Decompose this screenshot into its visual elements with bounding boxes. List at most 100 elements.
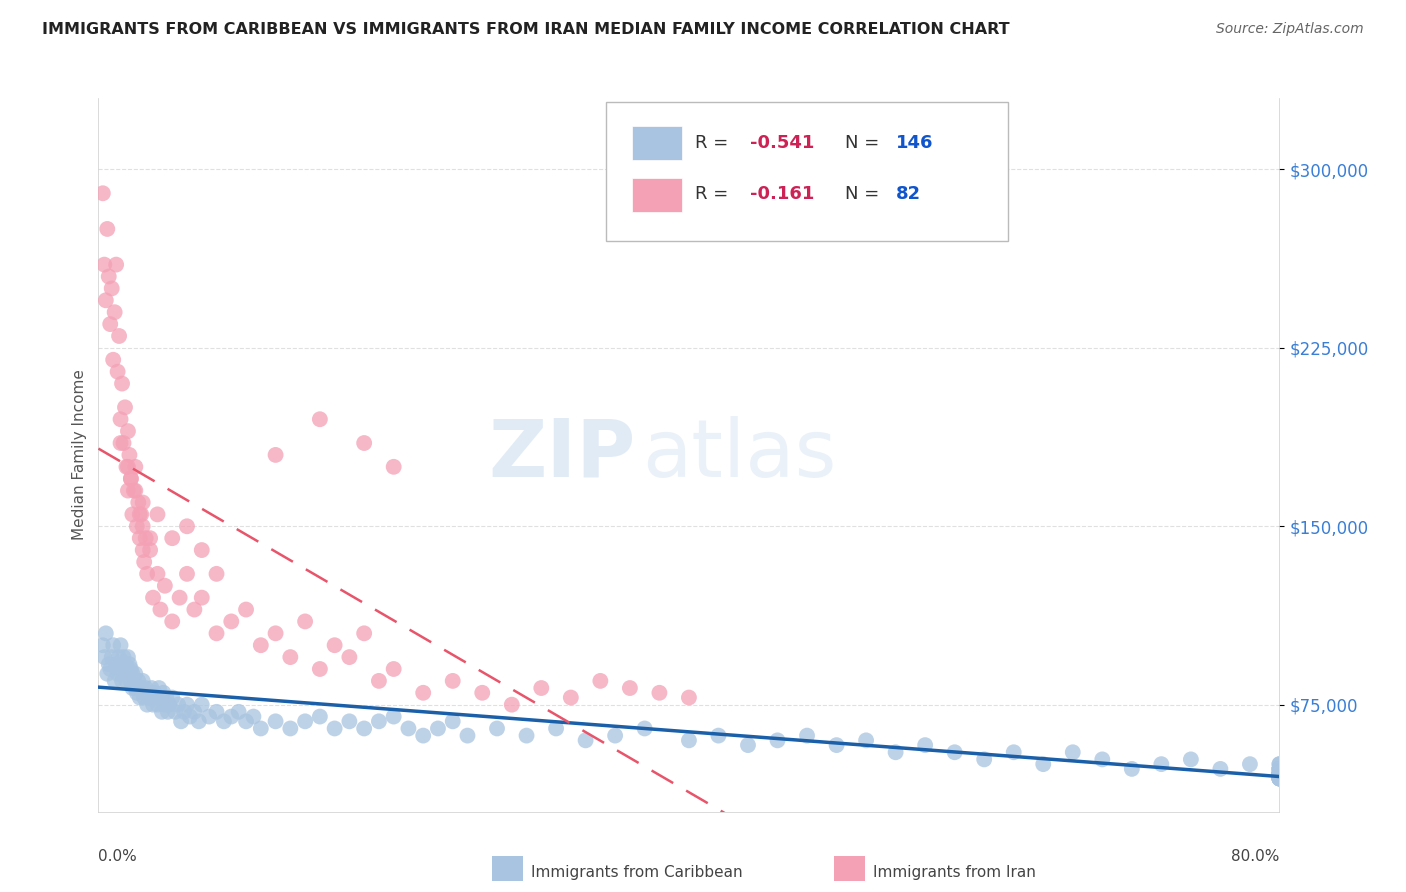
Point [129,508,152,522]
Point [294,615,316,629]
Point [107,666,129,681]
Point [264,626,287,640]
Point [127,495,149,509]
Point [153,698,176,712]
Point [914,738,936,752]
Point [1150,757,1173,772]
Point [142,698,165,712]
Point [1268,766,1291,780]
Point [100,650,122,665]
Point [187,714,209,729]
Point [191,698,214,712]
Point [117,459,139,474]
Point [120,662,142,676]
Point [110,412,132,426]
Point [129,681,152,695]
FancyBboxPatch shape [606,102,1008,241]
Point [589,673,612,688]
Text: 82: 82 [896,186,921,203]
Point [176,519,198,533]
Point [412,729,434,743]
Point [1268,762,1291,776]
Point [228,705,250,719]
Point [98,317,121,331]
Y-axis label: Median Family Income: Median Family Income [72,369,87,541]
Point [825,738,848,752]
Point [619,681,641,695]
Point [1268,772,1291,786]
Point [120,673,142,688]
Point [162,615,183,629]
Point [1268,772,1291,786]
Point [122,673,145,688]
Point [117,650,139,665]
Point [157,698,180,712]
Point [1268,766,1291,780]
Point [323,638,346,652]
Text: atlas: atlas [641,416,837,494]
Point [1121,762,1143,776]
Point [93,650,115,665]
Point [1268,766,1291,780]
Point [486,722,509,736]
Point [139,690,162,705]
Point [1268,769,1291,783]
Point [128,531,150,545]
Text: 0.0%: 0.0% [98,849,138,863]
Point [97,269,120,284]
Point [441,673,464,688]
Point [128,690,150,705]
Point [1268,769,1291,783]
Point [574,733,596,747]
Point [191,543,214,558]
Text: IMMIGRANTS FROM CARIBBEAN VS IMMIGRANTS FROM IRAN MEDIAN FAMILY INCOME CORRELATI: IMMIGRANTS FROM CARIBBEAN VS IMMIGRANTS … [42,22,1010,37]
Point [117,424,139,438]
Point [737,738,759,752]
Point [337,714,360,729]
Point [156,705,179,719]
Point [309,662,332,676]
Point [96,666,118,681]
Point [169,591,191,605]
Point [560,690,582,705]
Text: Immigrants from Caribbean: Immigrants from Caribbean [531,865,744,880]
Point [105,258,128,272]
Point [115,673,138,688]
Point [766,733,789,747]
Point [1268,772,1291,786]
Point [1268,766,1291,780]
Point [141,681,163,695]
Point [132,495,155,509]
Point [134,690,156,705]
Point [250,638,273,652]
Point [124,681,146,695]
Point [100,281,122,295]
Point [501,698,523,712]
Point [219,709,243,723]
Point [855,733,877,747]
Point [173,705,195,719]
Point [368,714,391,729]
Point [353,722,375,736]
Point [278,722,302,736]
Point [94,293,117,308]
Point [382,709,405,723]
Text: Source: ZipAtlas.com: Source: ZipAtlas.com [1216,22,1364,37]
Point [152,686,174,700]
Point [633,722,655,736]
Point [150,705,173,719]
Point [516,729,538,743]
Point [943,745,966,759]
Point [118,666,141,681]
Point [108,650,131,665]
Point [382,459,405,474]
Point [132,686,155,700]
Text: R =: R = [695,186,734,203]
Point [368,673,391,688]
Point [1268,772,1291,786]
Point [176,698,198,712]
Point [1268,766,1291,780]
Point [139,543,162,558]
Point [191,591,214,605]
Point [132,673,155,688]
